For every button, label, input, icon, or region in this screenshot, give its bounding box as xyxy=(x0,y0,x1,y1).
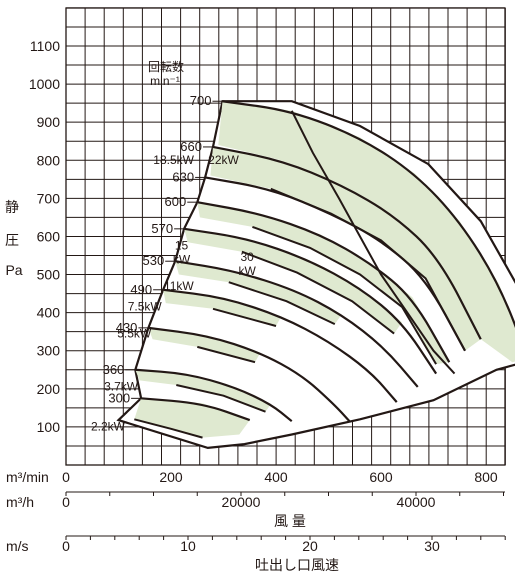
speed-curve-490 xyxy=(162,288,398,403)
speed-curve-530 xyxy=(175,260,419,388)
plot-frame xyxy=(65,7,506,466)
y-axis-label: 圧 xyxy=(5,232,19,248)
power-label: 30 xyxy=(240,250,254,264)
x-axis-unit-mmin: m³/min xyxy=(6,469,49,485)
x-tick-label-ms: 30 xyxy=(424,538,440,554)
rpm-label-360: 360 xyxy=(103,362,125,377)
x-axis-label-airflow: 風 量 xyxy=(274,513,306,529)
y-tick-label: 700 xyxy=(37,190,61,206)
x-axis-unit-mh: m³/h xyxy=(6,494,34,510)
power-band xyxy=(134,398,250,438)
power-band xyxy=(184,228,402,334)
speed-curve-600 xyxy=(197,201,451,363)
rpm-label-300: 300 xyxy=(108,390,130,405)
power-label: 3.7kW xyxy=(104,380,139,394)
x-tick-label-mmin: 400 xyxy=(264,469,288,485)
power-band xyxy=(218,101,515,363)
y-tick-label: 100 xyxy=(37,419,61,435)
x-tick-label-mmin: 600 xyxy=(369,469,393,485)
rpm-label-630: 630 xyxy=(172,169,194,184)
power-line xyxy=(134,418,203,439)
power-label: kW xyxy=(238,264,256,278)
rpm-label-570: 570 xyxy=(151,221,173,236)
power-line xyxy=(212,307,277,327)
x-tick-label-mh: 40000 xyxy=(397,494,436,510)
x-tick-label-mh: 0 xyxy=(62,494,70,510)
speed-curve-300 xyxy=(140,397,251,422)
speed-unit: min⁻¹ xyxy=(150,74,180,88)
rpm-label-660: 660 xyxy=(180,139,202,154)
speed-curve-660 xyxy=(212,145,482,340)
x-tick-label-ms: 20 xyxy=(302,538,318,554)
power-label: 11kW xyxy=(164,279,194,293)
x-tick-label-ms: 10 xyxy=(180,538,196,554)
x-tick-label-ms: 0 xyxy=(62,538,70,554)
power-label: 22kW xyxy=(208,153,239,167)
x-axis-unit-ms: m/s xyxy=(6,538,29,554)
speed-curves xyxy=(135,100,515,423)
y-tick-label: 1100 xyxy=(30,38,60,54)
power-band xyxy=(148,327,261,363)
rpm-label-530: 530 xyxy=(142,253,164,268)
x-tick-label-mmin: 800 xyxy=(474,469,498,485)
speed-curve-570 xyxy=(183,227,438,375)
axes: 10020030040050060070080090010001100静圧Pam… xyxy=(5,38,506,573)
y-tick-label: 1000 xyxy=(29,76,60,92)
x-tick-label-mh: 20000 xyxy=(222,494,261,510)
power-line xyxy=(290,110,456,375)
power-label: 15 xyxy=(175,239,189,253)
x-tick-label-mmin: 0 xyxy=(62,469,70,485)
power-label: kW xyxy=(173,253,191,267)
speed-curve-360 xyxy=(135,368,293,423)
power-line xyxy=(176,384,266,413)
speed-curve-430 xyxy=(148,326,351,422)
power-line xyxy=(252,225,437,365)
y-tick-label: 300 xyxy=(37,343,61,359)
y-tick-label: 400 xyxy=(37,305,61,321)
power-bands xyxy=(116,100,515,450)
rpm-label-600: 600 xyxy=(165,194,187,209)
y-tick-label: 600 xyxy=(37,228,61,244)
power-band xyxy=(175,261,342,325)
y-axis-label: 静 xyxy=(5,199,19,215)
power-label: 2.2kW xyxy=(91,420,126,434)
y-tick-label: 500 xyxy=(37,267,61,283)
x-tick-label-mmin: 200 xyxy=(159,469,183,485)
power-band xyxy=(197,202,450,365)
speed-curve-630 xyxy=(204,176,466,352)
power-line xyxy=(228,281,336,326)
rpm-label-490: 490 xyxy=(130,282,152,297)
y-tick-label: 200 xyxy=(37,381,61,397)
power-line xyxy=(241,250,395,335)
speed-curve-700 xyxy=(222,100,515,328)
power-label: 5.5kW xyxy=(117,326,152,340)
rpm-label-430: 430 xyxy=(116,320,138,335)
x-axis-label-velocity: 吐出し口風速 xyxy=(255,557,339,573)
y-tick-label: 900 xyxy=(37,114,61,130)
y-axis-label: Pa xyxy=(5,262,22,278)
power-label: 18.5kW xyxy=(153,153,194,167)
power-label: 7.5kW xyxy=(128,300,163,314)
power-band xyxy=(163,289,282,326)
rpm-label-700: 700 xyxy=(190,93,212,108)
speed-title: 回転数 xyxy=(148,59,184,74)
power-line xyxy=(197,345,256,364)
y-tick-label: 800 xyxy=(37,152,61,168)
